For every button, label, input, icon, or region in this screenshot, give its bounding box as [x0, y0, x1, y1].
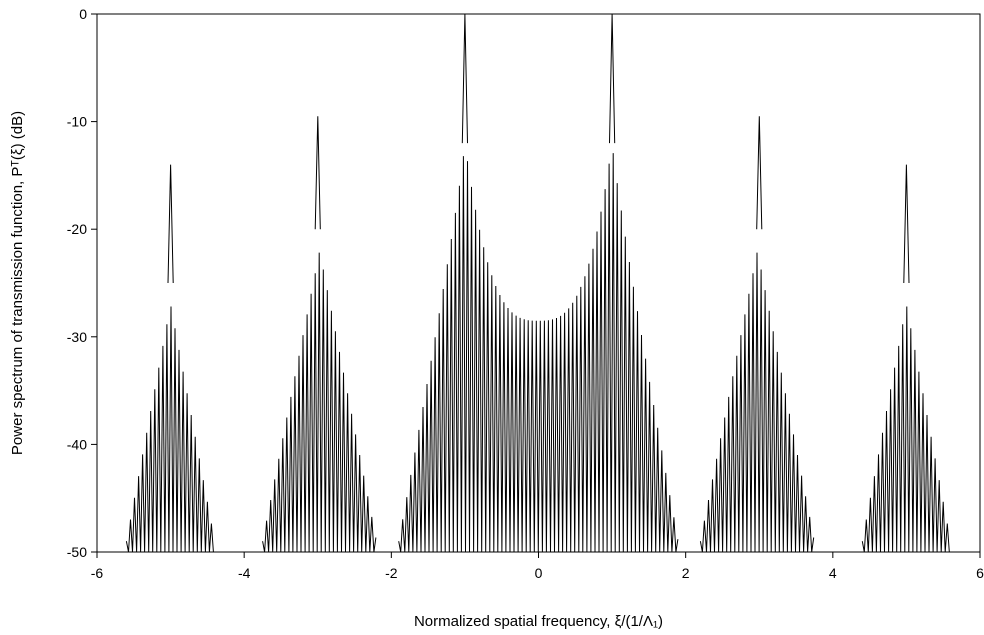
spectrum-lobe [699, 252, 815, 553]
spectrum-peak [461, 13, 468, 144]
x-axis: -6 -4 -2 0 2 4 6 [91, 552, 984, 581]
spectrum-lobe [861, 306, 950, 553]
y-tick-label: -50 [67, 544, 87, 560]
y-tick-label: 0 [79, 6, 87, 22]
x-tick-label: 6 [976, 565, 984, 581]
spectrum-line-series [125, 13, 950, 553]
x-tick-label: -4 [238, 565, 251, 581]
x-tick-label: -6 [91, 565, 104, 581]
spectrum-peak [167, 164, 174, 284]
x-tick-label: 2 [682, 565, 690, 581]
y-tick-label: -40 [67, 436, 87, 452]
spectrum-peak [903, 164, 910, 284]
y-tick-label: -30 [67, 329, 87, 345]
spectrum-peak [609, 13, 616, 144]
y-axis: 0 -10 -20 -30 -40 -50 [67, 6, 97, 560]
x-tick-label: 4 [829, 565, 837, 581]
x-tick-label: -2 [385, 565, 398, 581]
y-tick-label: -20 [67, 221, 87, 237]
spectrum-lobe [262, 252, 377, 553]
x-axis-title: Normalized spatial frequency, ξ/(1/Λ₁) [414, 613, 663, 630]
spectrum-lobe [125, 306, 214, 553]
spectrum-lobe [398, 153, 679, 553]
y-tick-label: -10 [67, 114, 87, 130]
spectrum-peak [314, 116, 321, 230]
x-tick-label: 0 [535, 565, 543, 581]
y-axis-title: Power spectrum of transmission function,… [9, 111, 26, 455]
spectrum-peak [756, 116, 763, 230]
